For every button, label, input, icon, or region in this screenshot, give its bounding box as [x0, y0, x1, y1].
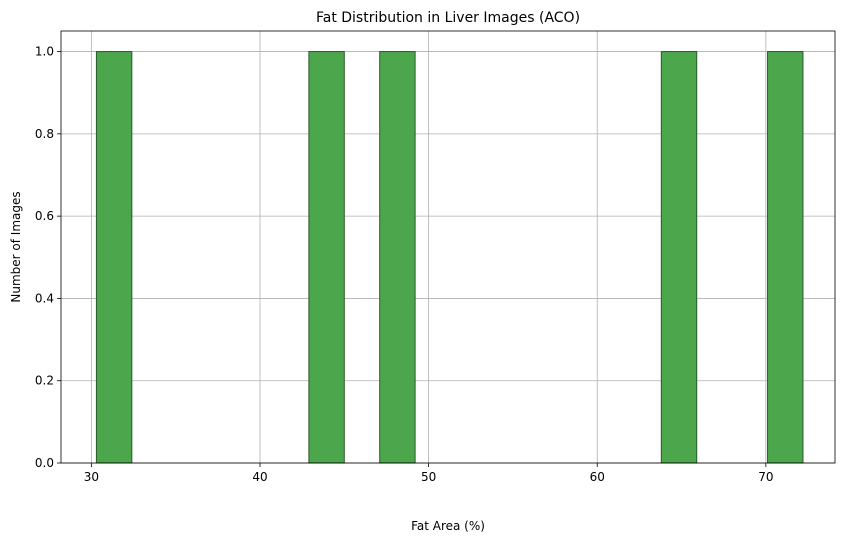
histogram-bar-2	[379, 51, 416, 464]
bars-group	[95, 51, 804, 464]
grid-lines	[61, 31, 835, 464]
x-tick-label-0: 30	[84, 470, 99, 484]
histogram-bar-0	[95, 51, 133, 464]
x-axis-ticks: 30 40 50 60 70	[84, 463, 774, 484]
y-tick-label-4: 0.8	[35, 127, 54, 141]
x-tick-label-3: 60	[590, 470, 605, 484]
y-axis-ticks: 0.0 0.2 0.4 0.6 0.8 1.0	[35, 45, 61, 470]
x-tick-label-2: 50	[421, 470, 436, 484]
histogram-bar-1	[308, 51, 345, 464]
plot-frame	[60, 30, 836, 464]
y-tick-label-3: 0.6	[35, 209, 54, 223]
histogram-bar-4	[767, 51, 804, 464]
chart-title: Fat Distribution in Liver Images (ACO)	[316, 10, 580, 26]
x-tick-label-1: 40	[252, 470, 267, 484]
y-tick-label-1: 0.2	[35, 374, 54, 388]
x-tick-label-4: 70	[758, 470, 773, 484]
x-axis-label: Fat Area (%)	[411, 519, 485, 533]
y-tick-label-2: 0.4	[35, 291, 54, 305]
y-axis-label: Number of Images	[9, 191, 23, 302]
y-tick-label-5: 1.0	[35, 45, 54, 59]
y-tick-label-0: 0.0	[35, 456, 54, 470]
histogram-bar-3	[660, 51, 698, 464]
